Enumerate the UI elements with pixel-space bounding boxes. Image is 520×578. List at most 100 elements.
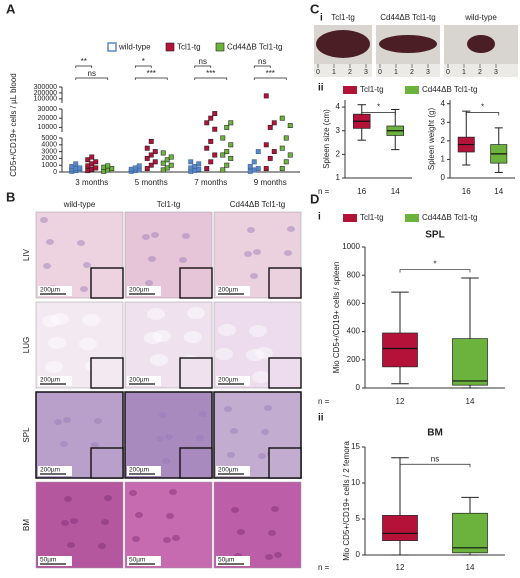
inset bbox=[90, 447, 124, 479]
tissue-texture bbox=[83, 262, 91, 268]
legend-label: Cd44ΔB Tcl1-tg bbox=[227, 43, 282, 52]
data-point bbox=[204, 120, 210, 126]
tissue-texture bbox=[46, 239, 54, 245]
data-point bbox=[228, 120, 234, 126]
box bbox=[452, 512, 488, 554]
data-point bbox=[263, 166, 269, 172]
scale-bar-box bbox=[216, 466, 250, 476]
tissue-texture bbox=[265, 554, 273, 560]
tissue-texture bbox=[147, 308, 165, 320]
tissue-texture bbox=[261, 429, 269, 435]
y-tick-label: 5000 bbox=[41, 135, 57, 142]
chart-title: SPL bbox=[425, 230, 444, 241]
data-point bbox=[279, 115, 285, 121]
inset bbox=[268, 447, 302, 479]
ruler bbox=[314, 64, 372, 77]
data-point bbox=[192, 164, 198, 170]
n-value: 14 bbox=[466, 397, 475, 406]
y-tick-label: 3 bbox=[336, 126, 341, 135]
data-point bbox=[168, 162, 174, 168]
data-point bbox=[101, 164, 107, 170]
histology-image bbox=[124, 481, 213, 569]
data-point bbox=[85, 157, 91, 163]
tissue-texture bbox=[255, 347, 273, 359]
legend-label: Cd44ΔB Tcl1-tg bbox=[422, 213, 477, 222]
tissue-texture bbox=[247, 227, 255, 233]
tissue-texture bbox=[244, 251, 252, 257]
data-point bbox=[148, 162, 154, 168]
legend-swatch bbox=[343, 214, 357, 222]
significance-label: ns bbox=[88, 69, 96, 78]
legend-label: Tcl1-tg bbox=[360, 85, 384, 94]
data-point bbox=[283, 159, 289, 165]
y-tick-label: 1000 bbox=[41, 162, 57, 169]
n-value: 14 bbox=[391, 187, 400, 196]
n-value: 14 bbox=[466, 563, 475, 572]
scale-bar-box bbox=[38, 286, 72, 296]
data-point bbox=[287, 152, 293, 158]
subpanel-label: ii bbox=[318, 83, 324, 94]
data-point bbox=[228, 142, 234, 148]
data-point bbox=[263, 142, 269, 148]
data-point bbox=[212, 152, 218, 158]
data-point bbox=[164, 165, 170, 171]
x-tick-label: 7 months bbox=[194, 178, 227, 187]
tissue-texture bbox=[230, 428, 238, 434]
y-tick-label: 200 bbox=[347, 355, 361, 364]
scale-bar-box bbox=[216, 376, 250, 386]
data-point bbox=[85, 163, 91, 169]
ruler-label: 1 bbox=[462, 69, 466, 76]
y-tick-label: 10000 bbox=[38, 124, 58, 131]
tissue-texture bbox=[215, 348, 233, 360]
n-label: n = bbox=[318, 187, 330, 196]
scale-bar-box bbox=[38, 556, 72, 566]
x-tick-label: 3 months bbox=[75, 178, 108, 187]
tissue-texture bbox=[150, 354, 168, 366]
y-tick-label: 1000 bbox=[342, 242, 360, 251]
data-point bbox=[160, 160, 166, 166]
box bbox=[382, 332, 418, 368]
column-header: Tcl1-tg bbox=[157, 200, 181, 209]
data-point bbox=[251, 159, 257, 165]
tissue-texture bbox=[184, 331, 202, 343]
y-axis-label: Mio CD5+/CD19+ cells / 2 femora bbox=[342, 441, 351, 561]
data-point bbox=[188, 165, 194, 171]
tissue-texture bbox=[82, 314, 100, 326]
scale-bar-label: 50µm bbox=[218, 557, 234, 564]
data-point bbox=[144, 145, 150, 151]
scale-bar-label: 200µm bbox=[218, 287, 238, 294]
tissue-texture bbox=[104, 495, 112, 501]
tissue-texture bbox=[48, 337, 66, 349]
scale-bar-label: 200µm bbox=[218, 467, 238, 474]
y-tick-label: 600 bbox=[347, 299, 361, 308]
spleen bbox=[316, 30, 370, 58]
box bbox=[382, 515, 418, 541]
data-point bbox=[136, 167, 142, 173]
data-point bbox=[208, 138, 214, 144]
tissue-texture bbox=[163, 537, 171, 543]
tissue-texture bbox=[274, 552, 282, 558]
data-point bbox=[128, 166, 134, 172]
data-point bbox=[160, 167, 166, 173]
data-point bbox=[89, 161, 95, 167]
tissue-texture bbox=[142, 234, 150, 240]
significance-label: * bbox=[377, 103, 380, 112]
tissue-texture bbox=[231, 507, 239, 513]
photo-label: wild-type bbox=[464, 13, 497, 22]
ruler-label: 3 bbox=[364, 69, 368, 76]
n-label: n = bbox=[318, 563, 330, 572]
y-tick-label: 1 bbox=[336, 173, 341, 182]
data-point bbox=[208, 115, 214, 121]
tissue-texture bbox=[91, 442, 99, 448]
tissue-texture bbox=[162, 458, 170, 464]
data-point bbox=[220, 152, 226, 158]
inset bbox=[90, 357, 124, 389]
data-point bbox=[85, 168, 91, 174]
data-point bbox=[287, 123, 293, 129]
tissue-texture bbox=[172, 535, 180, 541]
legend-swatch bbox=[215, 42, 225, 52]
significance-bracket bbox=[134, 65, 152, 68]
tissue-texture bbox=[148, 256, 156, 262]
data-point bbox=[152, 159, 158, 165]
tissue-texture bbox=[246, 349, 264, 361]
